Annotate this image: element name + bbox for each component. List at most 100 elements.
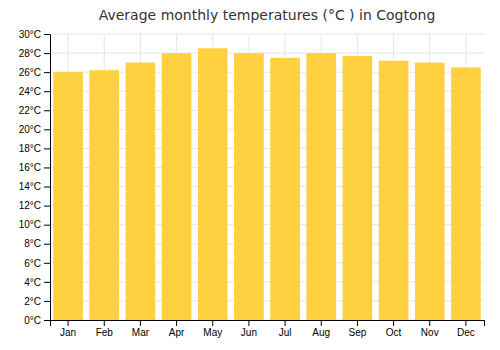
x-tick: Jul <box>279 320 292 338</box>
y-tick-mark <box>44 263 50 264</box>
y-tick-label: 24°C <box>19 86 41 97</box>
y-tick: 24°C <box>19 86 50 97</box>
y-tick-mark <box>44 34 50 35</box>
y-tick: 6°C <box>24 258 50 269</box>
y-tick: 20°C <box>19 124 50 135</box>
x-tick: Mar <box>132 320 150 338</box>
x-tick-label: Nov <box>421 327 439 338</box>
bar <box>343 56 373 320</box>
y-tick-label: 8°C <box>24 238 41 249</box>
x-tick: Oct <box>386 320 402 338</box>
x-tick-label: Apr <box>169 327 185 338</box>
x-tick-label: Aug <box>312 327 330 338</box>
bar <box>234 53 264 320</box>
y-tick: 8°C <box>24 238 50 249</box>
y-tick: 12°C <box>19 200 50 211</box>
x-tick-mark <box>393 320 394 326</box>
y-tick: 30°C <box>19 29 50 40</box>
y-tick-mark <box>44 320 50 321</box>
x-tick: Jun <box>241 320 257 338</box>
y-tick-mark <box>44 129 50 130</box>
y-tick-mark <box>44 91 50 92</box>
y-tick-mark <box>44 225 50 226</box>
y-tick-label: 6°C <box>24 258 41 269</box>
bars <box>53 48 480 320</box>
y-tick-label: 14°C <box>19 181 41 192</box>
x-tick-label: May <box>203 327 222 338</box>
grid <box>50 34 484 320</box>
y-tick-mark <box>44 72 50 73</box>
x-tick-mark <box>285 320 286 326</box>
y-tick-mark <box>44 282 50 283</box>
x-tick-label: Oct <box>386 327 402 338</box>
bar <box>53 72 83 320</box>
y-tick-mark <box>44 167 50 168</box>
x-tick-label: Jan <box>60 327 76 338</box>
x-tick-mark <box>212 320 213 326</box>
bar <box>306 53 336 320</box>
y-tick-label: 0°C <box>24 315 41 326</box>
bar <box>451 67 481 320</box>
y-tick-mark <box>44 187 50 188</box>
x-tick-mark <box>429 320 430 326</box>
x-tick: Nov <box>421 320 439 338</box>
y-tick: 16°C <box>19 162 50 173</box>
bar <box>89 70 119 320</box>
x-tick-label: Dec <box>457 327 475 338</box>
x-tick-mark <box>357 320 358 326</box>
chart: 0°C 2°C 4°C 6°C 8°C 10°C 12°C 14°C 16°C 18°C 20°C 2… <box>0 0 500 350</box>
y-tick-label: 4°C <box>24 277 41 288</box>
x-tick-label: Jun <box>241 327 257 338</box>
bar <box>415 63 445 320</box>
y-axis: 0°C 2°C 4°C 6°C 8°C 10°C 12°C 14°C 16°C 18°C 20°C 2… <box>19 29 51 326</box>
x-tick-label: Jul <box>279 327 292 338</box>
y-tick-label: 12°C <box>19 200 41 211</box>
y-tick-label: 18°C <box>19 143 41 154</box>
x-tick-mark <box>248 320 249 326</box>
x-tick: May <box>203 320 222 338</box>
y-tick-label: 30°C <box>19 29 41 40</box>
x-tick-mark <box>68 320 69 326</box>
y-tick-mark <box>44 148 50 149</box>
y-tick-mark <box>44 244 50 245</box>
plot: 0°C 2°C 4°C 6°C 8°C 10°C 12°C 14°C 16°C 18°C 20°C 2… <box>19 29 485 338</box>
x-axis: Jan Feb Mar Apr May Jun Jul Aug Sep Oct Nov Dec <box>51 320 485 338</box>
y-tick-label: 28°C <box>19 48 41 59</box>
x-tick: Apr <box>169 320 185 338</box>
x-tick-mark <box>321 320 322 326</box>
y-tick-mark <box>44 206 50 207</box>
bar <box>270 58 300 320</box>
x-tick: Sep <box>349 320 367 338</box>
y-tick-label: 16°C <box>19 162 41 173</box>
y-tick-label: 20°C <box>19 124 41 135</box>
bar <box>162 53 192 320</box>
x-tick-label: Feb <box>96 327 114 338</box>
y-tick: 26°C <box>19 67 50 78</box>
y-tick: 28°C <box>19 48 50 59</box>
y-tick: 2°C <box>24 296 50 307</box>
title: Average monthly temperatures (°C ) in Co… <box>99 7 436 23</box>
x-tick-label: Sep <box>349 327 367 338</box>
y-tick: 4°C <box>24 277 50 288</box>
x-axis-line <box>51 321 485 327</box>
x-tick-mark <box>140 320 141 326</box>
y-tick: 14°C <box>19 181 50 192</box>
x-tick: Dec <box>457 320 475 338</box>
x-tick: Feb <box>96 320 114 338</box>
y-tick: 22°C <box>19 105 50 116</box>
y-grid-line <box>50 34 484 35</box>
y-tick-label: 26°C <box>19 67 41 78</box>
y-tick: 10°C <box>19 219 50 230</box>
bar <box>126 63 156 320</box>
y-tick-label: 2°C <box>24 296 41 307</box>
x-tick-mark <box>104 320 105 326</box>
y-tick-mark <box>44 301 50 302</box>
x-tick-mark <box>465 320 466 326</box>
y-tick-label: 22°C <box>19 105 41 116</box>
x-tick-label: Mar <box>132 327 150 338</box>
y-grid-line <box>50 53 484 54</box>
bar <box>198 48 228 320</box>
y-axis-line <box>44 35 51 321</box>
y-tick-label: 10°C <box>19 219 41 230</box>
x-tick-mark <box>176 320 177 326</box>
